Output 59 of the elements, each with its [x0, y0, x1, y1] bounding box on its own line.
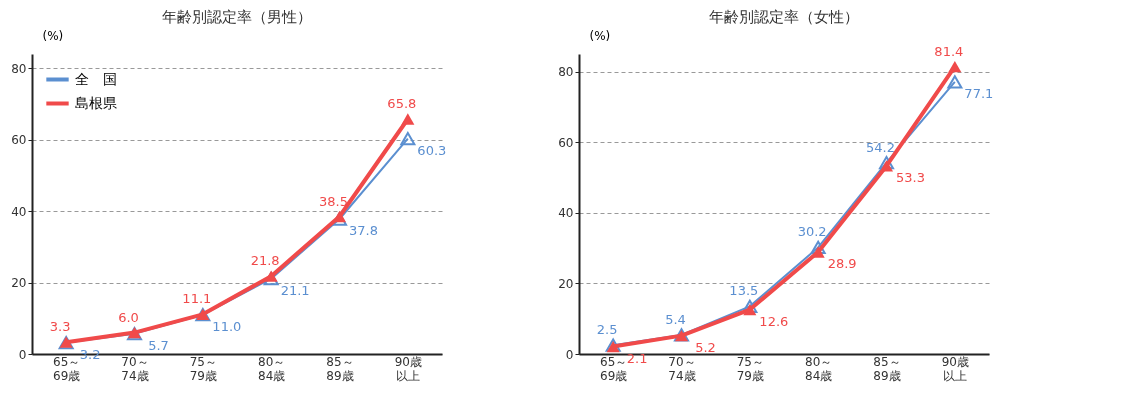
point: [743, 303, 757, 316]
point: [878, 156, 895, 170]
x-tick-label: 80～84歳: [805, 354, 833, 383]
data-label: 5.4: [665, 311, 686, 327]
x-tick-label: 75～79歳: [736, 354, 764, 383]
y-tick-label: 20: [11, 276, 27, 291]
y-tick-label: 20: [558, 276, 574, 291]
data-label: 53.3: [896, 169, 925, 185]
x-tick-label: 65～69歳: [600, 354, 628, 383]
data-label: 3.3: [49, 319, 71, 335]
data-label: 13.5: [729, 283, 759, 299]
y-tick-label: 60: [558, 135, 574, 150]
data-label: 2.5: [596, 322, 618, 338]
point: [810, 240, 826, 255]
data-label: 65.8: [387, 96, 417, 111]
x-tick-label: 90歳以上: [394, 354, 422, 383]
data-label: 11.0: [212, 318, 242, 334]
data-label: 5.7: [148, 337, 169, 353]
x-tick-label: 90歳以上: [941, 354, 969, 383]
x-tick-label: 85～89歳: [326, 354, 354, 383]
y-tick-label: 80: [11, 61, 27, 76]
point: [401, 113, 415, 125]
y-tick-label: 40: [558, 206, 574, 221]
x-tick-label: 75～79歳: [189, 354, 217, 383]
data-label: 21.1: [280, 282, 310, 298]
data-label: 77.1: [964, 85, 994, 101]
data-label: 6.0: [118, 309, 139, 325]
x-tick-label: 65～69歳: [53, 354, 81, 383]
y-tick-label: 40: [11, 204, 27, 219]
x-tick-label: 85～89歳: [873, 354, 901, 383]
data-label: 21.8: [250, 253, 280, 269]
x-tick-label: 80～84歳: [258, 354, 286, 383]
data-label: 37.8: [349, 223, 378, 238]
chart-title: 年齢別認定率（男性）: [162, 8, 312, 26]
data-label: 11.1: [182, 291, 212, 307]
point: [400, 132, 416, 146]
y-axis-title: (%): [589, 28, 611, 43]
data-label: 12.6: [759, 313, 789, 329]
data-label: 28.9: [827, 256, 857, 271]
point: [947, 75, 963, 89]
data-label: 60.3: [417, 142, 447, 158]
point: [948, 61, 962, 73]
point: [264, 270, 278, 282]
data-label: 38.5: [319, 193, 348, 209]
y-tick-label: 0: [565, 347, 574, 362]
y-tick-label: 0: [18, 347, 27, 362]
legend-label: 島根県: [75, 94, 117, 111]
data-label: 30.2: [797, 224, 827, 240]
x-tick-label: 70～74歳: [668, 354, 696, 383]
data-label: 5.2: [695, 339, 716, 355]
x-tick-label: 70～74歳: [121, 354, 149, 383]
chart-title: 年齢別認定率（女性）: [709, 8, 859, 26]
data-label: 54.2: [866, 139, 895, 155]
data-label: 81.4: [934, 43, 964, 59]
point: [879, 160, 894, 172]
y-tick-label: 60: [11, 133, 27, 148]
legend-label: 全 国: [75, 70, 117, 87]
y-axis-title: (%): [42, 28, 64, 43]
y-tick-label: 80: [558, 65, 574, 80]
